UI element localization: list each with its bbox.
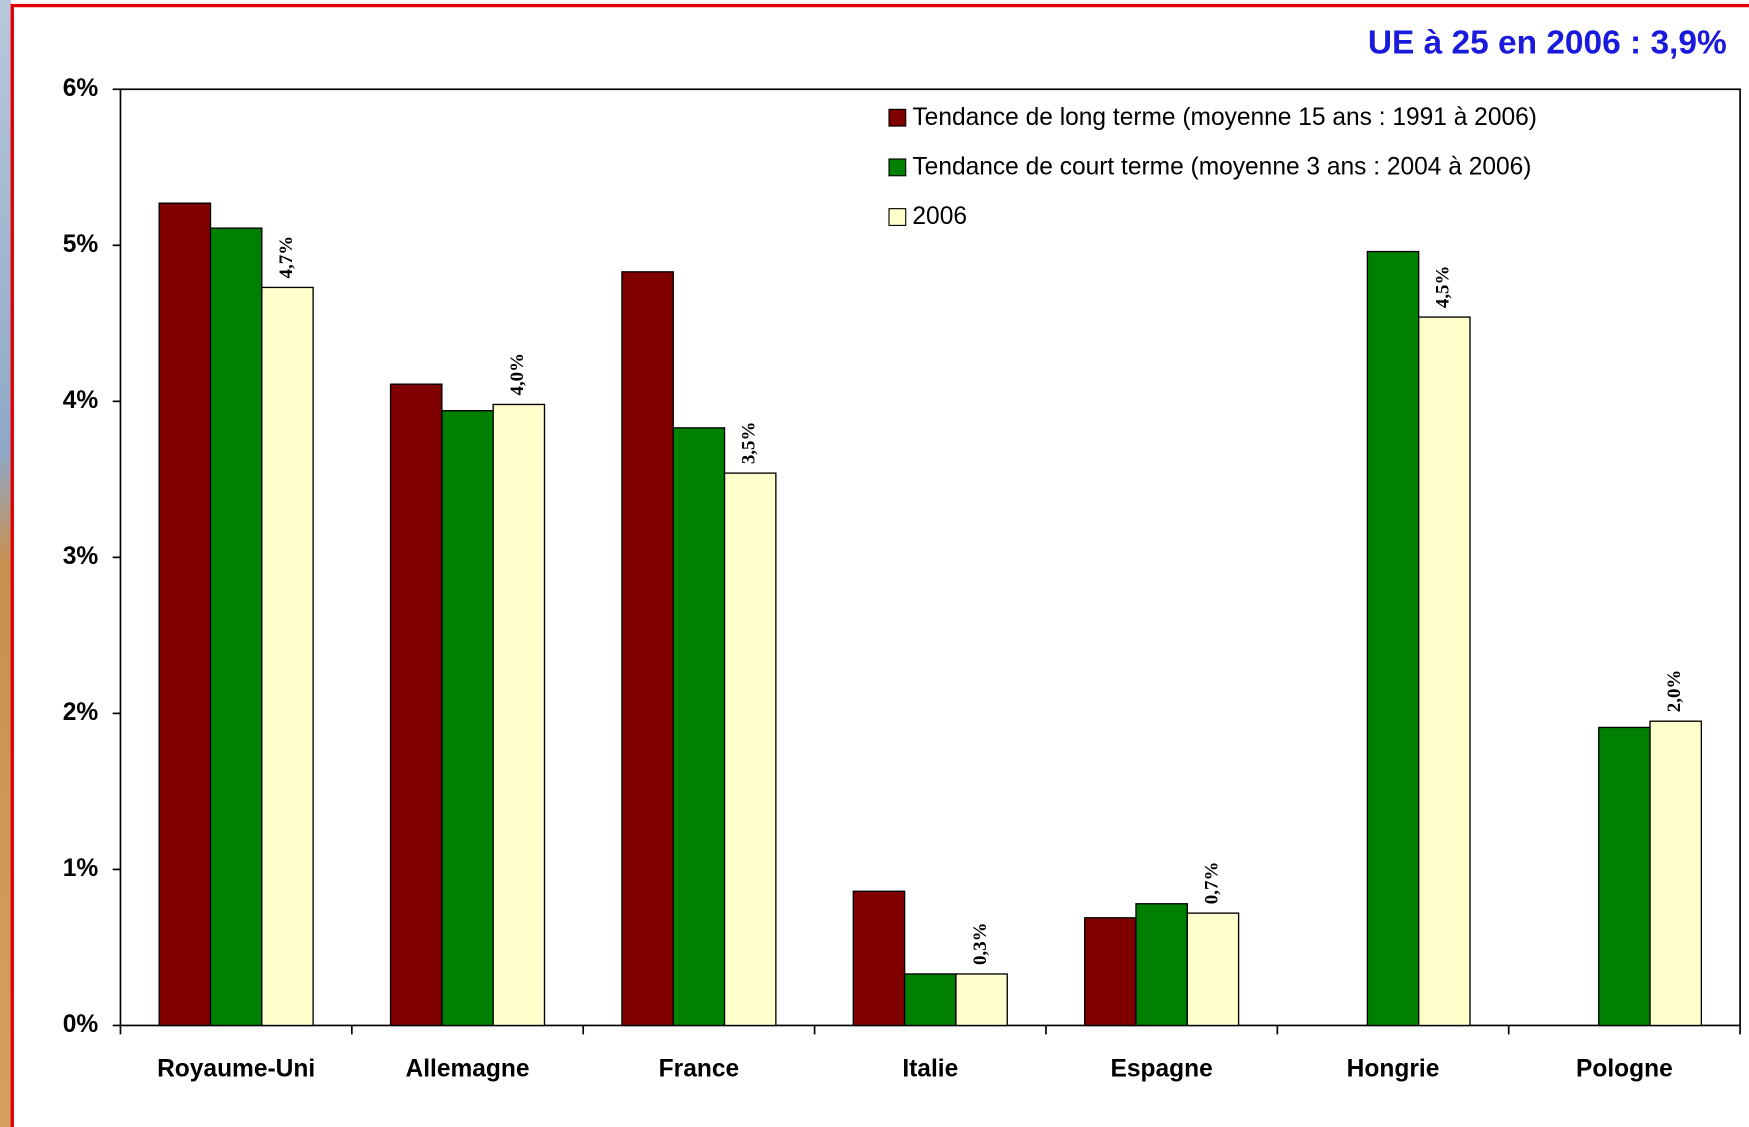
chart-title: UE à 25 en 2006 : 3,9% [1368, 24, 1727, 61]
bar [261, 286, 314, 1027]
bar [492, 403, 546, 1027]
y-tick-label: 5% [63, 231, 99, 258]
bar [621, 271, 674, 1027]
value-label: 3,5% [739, 422, 760, 465]
legend-label: Tendance de court terme (moyenne 3 ans :… [912, 153, 1531, 180]
legend-swatch [888, 158, 907, 177]
y-tick-label: 6% [63, 75, 99, 102]
value-label: 2,0% [1664, 670, 1685, 713]
y-tick-label: 4% [63, 387, 99, 414]
value-label: 4,0% [507, 353, 528, 396]
x-tick-label: Hongrie [1347, 1056, 1440, 1083]
bar [1084, 917, 1137, 1027]
bar [158, 202, 212, 1027]
legend-label: 2006 [912, 203, 967, 230]
bar [903, 973, 957, 1027]
bar [672, 427, 726, 1027]
legend-swatch [888, 208, 907, 226]
x-tick-label: France [659, 1056, 739, 1083]
x-tick-label: Pologne [1576, 1056, 1673, 1083]
value-label: 0,3% [970, 922, 991, 965]
bar [852, 890, 906, 1027]
bar [1418, 316, 1471, 1027]
bar [441, 410, 494, 1027]
bar [1598, 726, 1651, 1027]
y-tick-label: 3% [63, 543, 99, 570]
y-tick-label: 2% [63, 699, 99, 726]
x-tick-label: Royaume-Uni [157, 1056, 315, 1083]
bar [1186, 912, 1240, 1027]
value-label: 4,7% [276, 236, 297, 279]
legend-swatch [888, 108, 907, 127]
y-tick-label: 1% [63, 855, 99, 882]
value-label: 0,7% [1201, 862, 1222, 905]
bar [1649, 720, 1703, 1027]
bar [389, 383, 443, 1027]
x-tick-label: Allemagne [406, 1056, 530, 1083]
legend-label: Tendance de long terme (moyenne 15 ans :… [912, 104, 1537, 131]
background-strip [0, 0, 12, 1127]
bar [955, 973, 1008, 1027]
bar [723, 472, 777, 1027]
bar [1366, 250, 1420, 1027]
bar [1135, 903, 1188, 1027]
bar [209, 227, 263, 1027]
value-label: 4,5% [1433, 265, 1454, 308]
x-tick-label: Italie [902, 1056, 958, 1083]
x-tick-label: Espagne [1111, 1056, 1213, 1083]
y-tick-label: 0% [63, 1011, 99, 1038]
